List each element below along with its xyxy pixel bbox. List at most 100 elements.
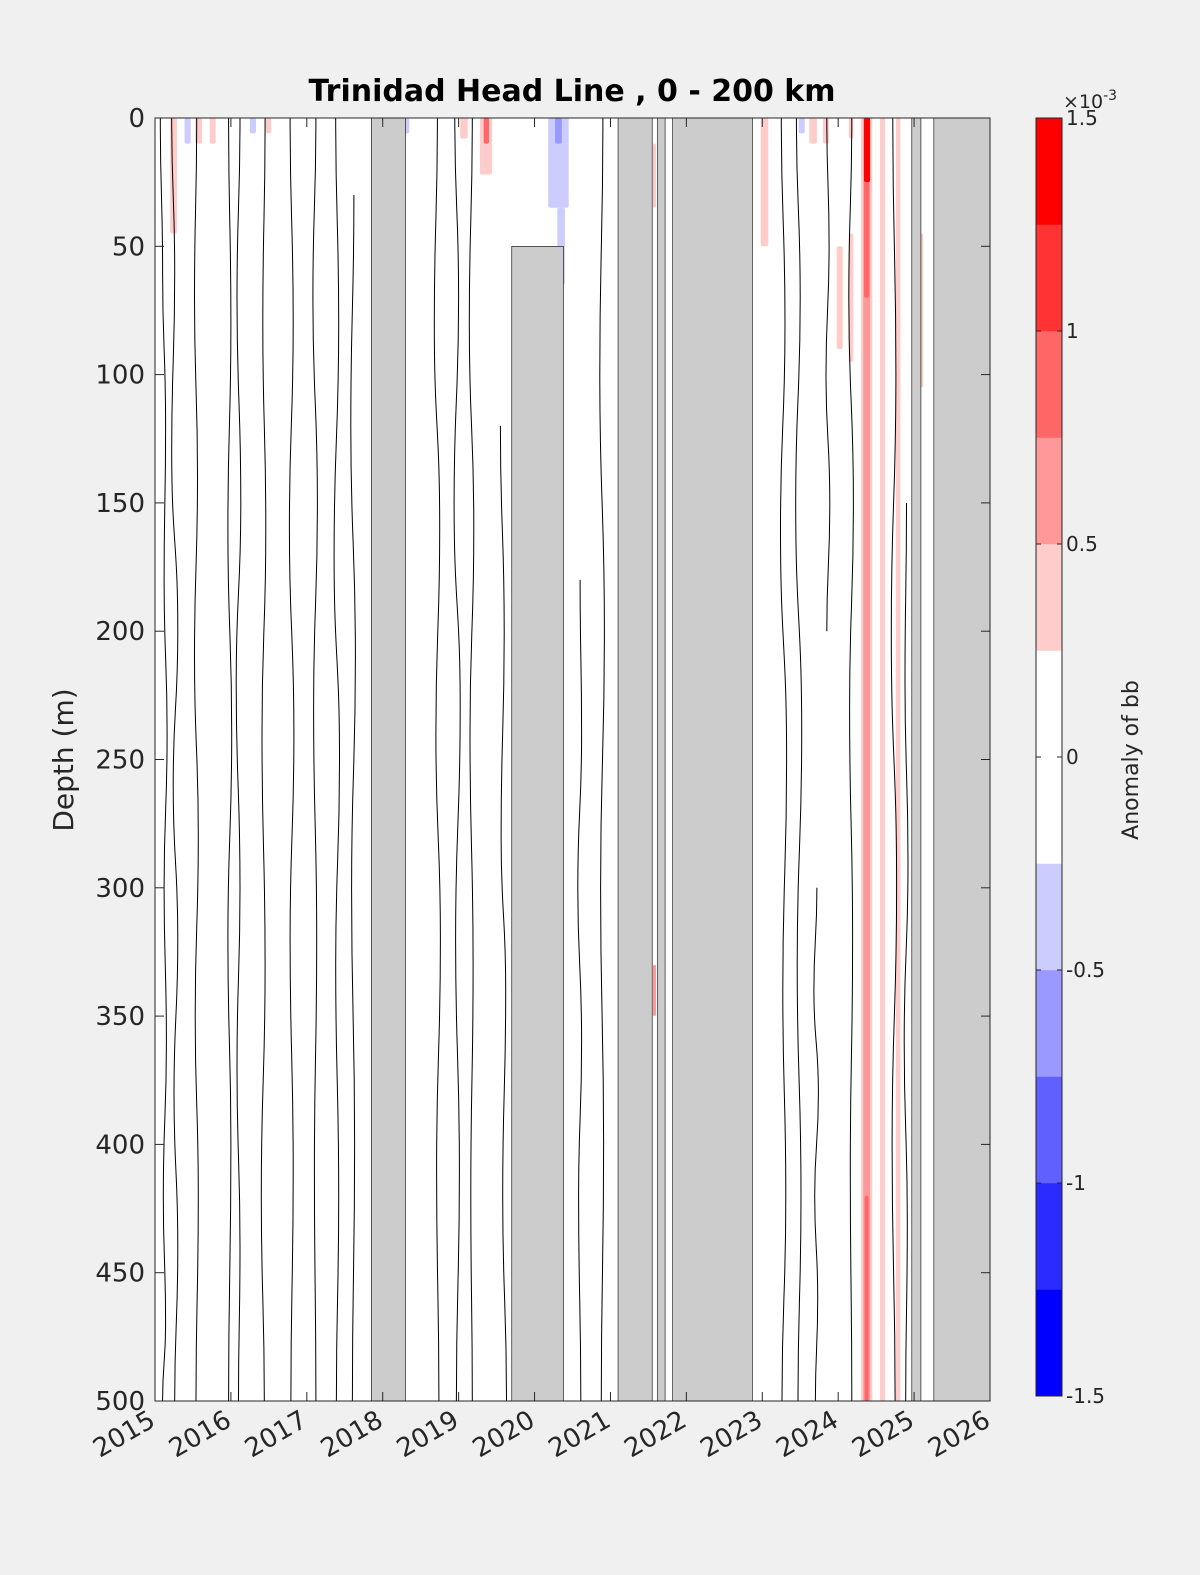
colorbar-tick-label: -0.5: [1066, 958, 1105, 982]
x-tick-label: 2023: [695, 1405, 767, 1464]
colorbar-exponent-base: ×10: [1063, 91, 1103, 113]
colorbar-segment: [1035, 1289, 1063, 1397]
anomaly-patch: [555, 118, 562, 144]
anomaly-patch: [652, 964, 656, 1017]
anomaly-patch: [265, 118, 272, 134]
colorbar-tick-label: 1.5: [1066, 106, 1098, 130]
contour-line: [227, 118, 233, 1401]
anomaly-patch: [879, 118, 886, 1401]
contour-line: [171, 118, 179, 1401]
contour-line: [235, 118, 242, 1401]
contour-lines: [159, 118, 909, 1401]
anomaly-patch: [863, 118, 871, 183]
contour-line: [312, 118, 318, 1401]
colorbar-label: Anomaly of bb: [1119, 680, 1144, 840]
y-axis: 0 50 100 150 200 250 300 350 400 450 500: [95, 104, 990, 1417]
contour-line: [848, 118, 854, 1401]
colorbar-segment: [1035, 969, 1063, 1077]
x-tick-label: 2019: [392, 1405, 464, 1464]
anomaly-patch: [864, 1195, 869, 1401]
y-axis-label: Depth (m): [47, 688, 80, 831]
x-tick-label: 2016: [164, 1405, 236, 1464]
y-tick-label: 400: [95, 1130, 145, 1160]
colorbar-tick-label: -1: [1066, 1171, 1086, 1195]
y-tick-label: 250: [95, 746, 145, 776]
missing-data-band: [511, 246, 564, 1401]
colorbar-exponent-power: -3: [1103, 88, 1117, 104]
anomaly-patch: [483, 118, 489, 144]
missing-data-band: [657, 118, 666, 1401]
colorbar: -1.5 -1 -0.5 0 0.5 1 1.5: [1035, 106, 1105, 1408]
missing-data-regions: [371, 118, 990, 1401]
missing-data-band: [933, 118, 990, 1401]
x-tick-label: 2025: [847, 1405, 919, 1464]
y-tick-label: 50: [112, 232, 145, 262]
contour-line: [159, 118, 168, 1401]
anomaly-patch: [760, 118, 769, 247]
anomaly-patch: [895, 118, 901, 1401]
x-tick-label: 2021: [544, 1405, 616, 1464]
anomaly-patch: [848, 233, 854, 362]
colorbar-segment: [1035, 437, 1063, 545]
y-tick-label: 150: [95, 489, 145, 519]
contour-line: [499, 425, 507, 1401]
anomaly-patch: [848, 118, 854, 139]
chart-title: Trinidad Head Line , 0 - 200 km: [308, 74, 835, 109]
y-tick-label: 100: [95, 361, 145, 391]
x-tick-label: 2026: [923, 1405, 995, 1464]
x-tick-label: 2020: [468, 1405, 540, 1464]
anomaly-patch: [863, 182, 870, 298]
colorbar-exponent: ×10-3: [1063, 88, 1117, 113]
anomaly-patch: [548, 118, 569, 208]
contour-line: [779, 118, 788, 1401]
anomaly-patch: [249, 118, 256, 134]
colorbar-segment: [1035, 1076, 1063, 1184]
anomaly-patch: [798, 118, 805, 134]
y-tick-label: 200: [95, 617, 145, 647]
colorbar-segment: [1035, 224, 1063, 332]
contour-line: [903, 502, 909, 1401]
y-tick-label: 0: [128, 104, 145, 134]
missing-data-band: [617, 118, 653, 1401]
y-tick-label: 350: [95, 1002, 145, 1032]
missing-data-band: [371, 118, 406, 1401]
x-tick-label: 2024: [771, 1405, 843, 1464]
contour-line: [468, 118, 475, 1401]
contour-line: [795, 118, 803, 1401]
contour-line: [260, 118, 267, 1401]
colorbar-segment: [1035, 543, 1063, 651]
colorbar-segment: [1035, 117, 1063, 225]
colorbar-tick-label: -1.5: [1066, 1384, 1105, 1408]
missing-data-band: [911, 118, 922, 1401]
anomaly-patch: [836, 246, 843, 349]
contour-line: [890, 118, 898, 1401]
anomaly-patch: [460, 118, 468, 139]
contour-line: [577, 579, 583, 1401]
colorbar-segment: [1035, 330, 1063, 438]
anomaly-patch: [184, 118, 191, 144]
colorbar-tick-label: 0: [1066, 745, 1079, 769]
anomaly-patch: [823, 118, 830, 144]
y-tick-label: 300: [95, 874, 145, 904]
missing-data-band: [672, 118, 753, 1401]
contour-line: [453, 118, 461, 1401]
colorbar-segment: [1035, 863, 1063, 971]
y-tick-label: 450: [95, 1259, 145, 1289]
x-tick-label: 2022: [620, 1405, 692, 1464]
anomaly-patch: [652, 143, 656, 208]
contour-line: [813, 887, 819, 1401]
contour-line: [288, 118, 295, 1401]
colorbar-tick-label: 0.5: [1066, 532, 1098, 556]
x-tick-label: 2018: [316, 1405, 388, 1464]
contour-line: [333, 118, 341, 1401]
contour-line: [433, 118, 441, 1401]
colorbar-tick-label: 1: [1066, 319, 1079, 343]
anomaly-patch: [809, 118, 817, 144]
anomaly-patch: [863, 118, 871, 1401]
contour-line: [825, 118, 831, 632]
anomaly-patches: [170, 118, 924, 1401]
x-tick-label: 2017: [240, 1405, 312, 1464]
contour-line: [193, 118, 199, 1401]
colorbar-segment: [1035, 1182, 1063, 1290]
